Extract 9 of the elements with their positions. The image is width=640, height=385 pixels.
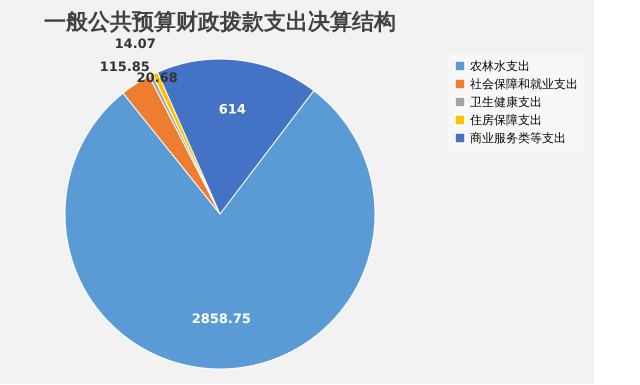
legend-label: 农林水支出 <box>470 59 530 73</box>
data-label: 14.07 <box>114 36 156 52</box>
legend-label: 商业服务类等支出 <box>470 131 566 145</box>
legend-label: 卫生健康支出 <box>470 95 542 109</box>
chart-title: 一般公共预算财政拨款支出决算结构 <box>44 10 396 35</box>
legend-label: 住房保障支出 <box>469 113 542 127</box>
legend-label: 社会保障和就业支出 <box>470 77 578 91</box>
data-label: 2858.75 <box>192 312 251 327</box>
data-label: 614 <box>218 102 246 118</box>
